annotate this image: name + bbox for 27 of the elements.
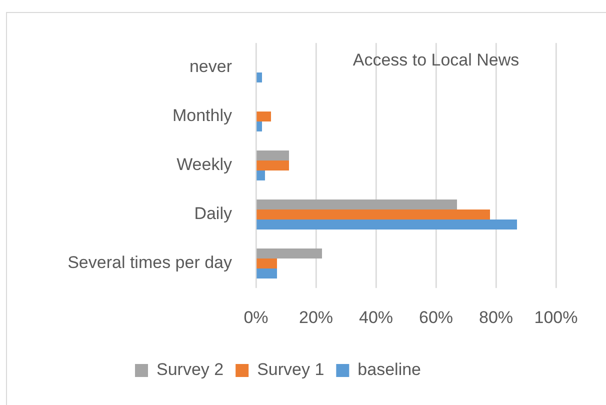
bar [256, 72, 262, 82]
legend-label: Survey 1 [257, 360, 324, 380]
y-tick-label: Weekly [176, 155, 232, 174]
x-tick-label: 100% [534, 308, 578, 327]
text: Access to Local News [352, 50, 520, 70]
x-tick-label: 40% [358, 308, 394, 327]
bar [256, 268, 277, 278]
x-tick-label: 0% [244, 308, 268, 327]
bar [256, 121, 262, 132]
bar [256, 258, 277, 268]
y-tick-label: never [189, 57, 232, 76]
bar [256, 160, 289, 170]
x-tick-label: 20% [298, 308, 334, 327]
bar [256, 219, 517, 230]
y-tick-label: Monthly [172, 106, 232, 126]
bar [256, 112, 271, 122]
bar [256, 210, 490, 220]
y-tick-label: Several times per day [68, 253, 232, 272]
bar [256, 170, 265, 180]
y-tick-label: Daily [194, 204, 232, 224]
legend-label: baseline [358, 360, 421, 380]
x-tick-label: 60% [418, 308, 454, 327]
bar [256, 248, 322, 259]
bar [256, 200, 457, 210]
bar [256, 150, 289, 161]
legend-label: Survey 2 [156, 360, 224, 380]
x-tick-label: 80% [478, 308, 514, 327]
